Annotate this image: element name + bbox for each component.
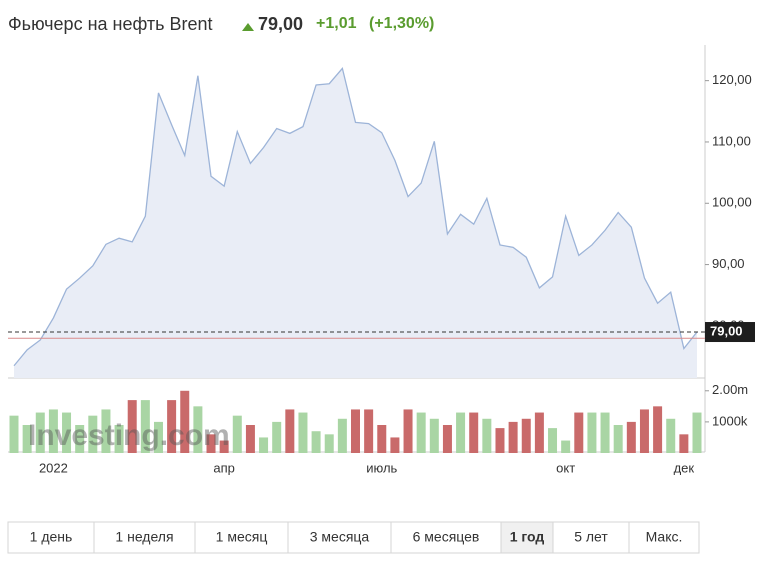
volume-bar [364,409,374,453]
volume-bar [75,425,85,453]
period-button[interactable] [390,521,502,554]
volume-bar [561,440,571,453]
y-tick-label: 1000k [712,413,748,428]
x-tick-label: апр [213,460,235,475]
volume-bar [88,415,98,453]
x-tick-label: дек [674,460,695,475]
volume-bar [219,440,229,453]
period-label[interactable]: 1 неделя [115,529,173,545]
period-label[interactable]: 1 год [510,529,545,545]
volume-bar [456,412,466,453]
volume-bar [180,390,190,453]
price: 79,00 [258,14,303,34]
volume-bar [337,418,347,453]
period-button[interactable] [93,521,196,554]
volume-bar [48,409,58,453]
volume-bar [206,434,216,453]
volume-bar [311,431,321,453]
y-tick-label: 100,00 [712,195,752,210]
area [14,68,697,379]
watermark: Investing.com [28,419,230,452]
volume-bar [193,406,203,453]
volume-bar [390,437,400,453]
volume-bar [140,400,150,453]
volume-bar [626,421,636,453]
volume-bar [548,428,558,453]
volume-bar [62,412,72,453]
y-tick-label: 110,00 [712,133,751,148]
period-label[interactable]: 1 месяц [216,529,268,545]
volume-bar [22,425,32,453]
period-button[interactable] [7,521,95,554]
volume-bar [679,434,689,453]
last-price-box [705,322,755,343]
period-button[interactable] [628,521,700,554]
last-price-label: 79,00 [710,323,743,338]
volume-bar [666,418,676,453]
volume-bar [403,409,413,453]
up-arrow [242,23,254,31]
volume-bar [101,409,111,453]
y-tick-label: 2.00m [712,382,748,397]
volume-bar [482,418,492,453]
period-bar: 1 день 1 неделя 1 месяц 3 месяца 6 месяцев 1 … [7,521,700,554]
volume-bar [469,412,479,453]
volume-bar [245,425,255,453]
volume-bar [298,412,308,453]
volume-bar [574,412,584,453]
volume-bar [272,421,282,453]
period-button[interactable] [194,521,289,554]
volume-bar [600,412,610,453]
price-line [13,67,698,367]
volume-bar [114,425,124,453]
volume-bar [167,400,177,453]
volume-bar [259,437,269,453]
x-tick-label: окт [556,460,575,475]
volume-bar [35,412,45,453]
volume-bar [639,409,649,453]
volume-bar [442,425,452,453]
volume-bar [495,428,505,453]
change-pct: (+1,30%) [369,15,434,32]
volume-bar [324,434,334,453]
change: +1,01 [316,15,357,32]
period-label[interactable]: Макс. [646,529,683,545]
x-tick-label: 2022 [39,460,68,475]
volume-bar [232,415,242,453]
x-tick-label: июль [366,460,397,475]
period-label[interactable]: 6 месяцев [413,529,480,545]
period-label[interactable]: 1 день [30,529,73,545]
volume-bar [534,412,544,453]
volume-bar [653,406,663,453]
volume-bar [285,409,295,453]
volume-bar [508,421,518,453]
volume-bar [416,412,426,453]
y-tick-label: 120,00 [712,72,752,87]
volume-bar [127,400,137,453]
period-button[interactable] [552,521,630,554]
y-tick-label: 90,00 [712,256,745,271]
title: Фьючерс на нефть Brent [8,14,213,34]
volume-bar [587,412,597,453]
volume-bar [429,418,439,453]
period-label[interactable]: 5 лет [574,529,608,545]
volume-bar [613,425,623,453]
volume-bar [9,415,19,453]
volume-bar [153,421,163,453]
volume-bar [351,409,360,453]
volume-bar [692,412,702,453]
period-button[interactable] [287,521,392,554]
period-label[interactable]: 3 месяца [310,529,370,545]
volume-bar [521,418,531,453]
volume-bar [377,425,387,453]
